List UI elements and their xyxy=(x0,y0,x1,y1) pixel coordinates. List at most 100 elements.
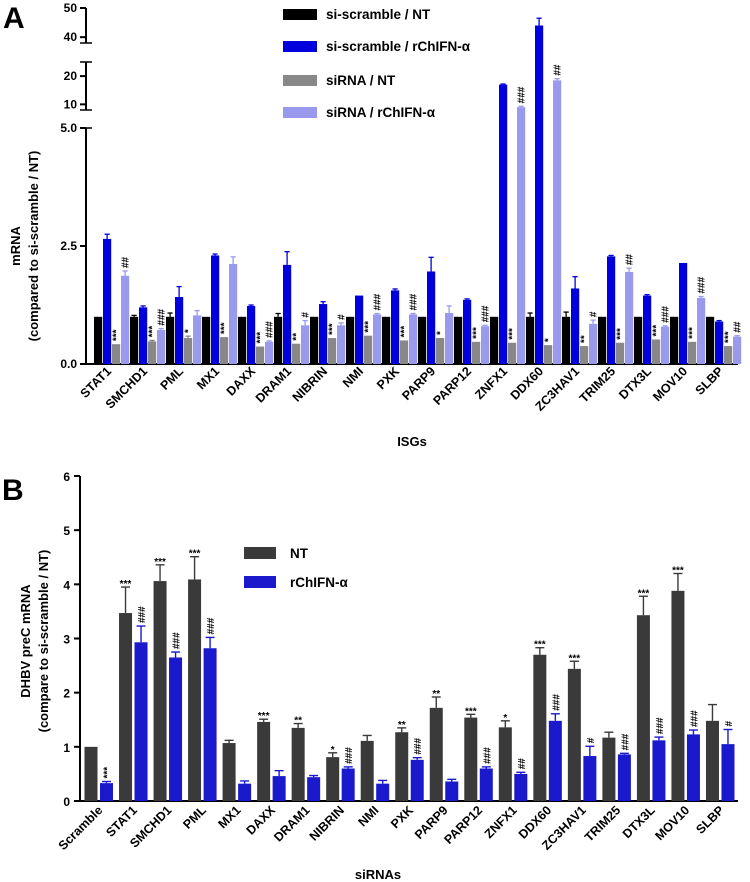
panel-b-bar xyxy=(188,579,202,801)
panel-b-bar xyxy=(429,707,443,801)
panel-b-bar xyxy=(548,720,562,801)
panel-a-significance-mark: ### xyxy=(409,293,420,310)
panel-b-significance-mark: ### xyxy=(655,717,666,734)
panel-b-bar xyxy=(134,642,148,801)
panel-a-significance-mark: *** xyxy=(256,332,267,344)
panel-b-y-tick-label: 4 xyxy=(63,578,70,592)
panel-a-legend-swatch xyxy=(283,9,317,20)
panel-a-bar xyxy=(202,316,211,364)
panel-a-bar xyxy=(670,316,679,364)
panel-b-significance-mark: ** xyxy=(398,720,406,731)
panel-a-bar xyxy=(319,304,328,364)
panel-a-bar xyxy=(652,339,661,364)
panel-a-category-label: DRAM1 xyxy=(253,364,294,405)
panel-a-bar xyxy=(382,316,391,364)
panel-b-category-label: MX1 xyxy=(215,803,243,831)
panel-a-y-label-2: (compared to si-scramble / NT) xyxy=(26,151,41,342)
panel-a-significance-mark: *** xyxy=(364,321,375,333)
panel-a-bar xyxy=(112,344,121,364)
panel-a-significance-mark: ### xyxy=(517,86,528,103)
panel-a-bar xyxy=(445,313,454,364)
panel-a-bar xyxy=(634,316,643,364)
panel-a-bar xyxy=(463,299,472,364)
panel-a-y-label: mRNA xyxy=(8,226,23,266)
panel-b-bar xyxy=(567,668,581,801)
panel-a-bar xyxy=(211,255,220,364)
panel-b-y-tick-label: 5 xyxy=(63,524,70,538)
panel-a-significance-mark: ## xyxy=(121,256,132,268)
panel-b-significance-mark: *** xyxy=(258,711,270,722)
panel-b-significance-mark: ### xyxy=(689,710,700,727)
panel-b-bar xyxy=(617,754,631,801)
panel-a-bar xyxy=(571,288,580,364)
panel-b-bar xyxy=(100,783,113,801)
panel-a-significance-mark: *** xyxy=(652,325,663,337)
panel-a-bar xyxy=(598,316,607,364)
panel-a-bar xyxy=(103,238,112,364)
panel-a-bar xyxy=(616,342,625,364)
panel-a-bar xyxy=(526,316,535,364)
panel-b-category-label: TRIM25 xyxy=(582,803,623,844)
panel-a-bar xyxy=(544,345,553,364)
panel-a-y-tick-label: 0.0 xyxy=(60,357,77,371)
panel-a-bar xyxy=(472,341,481,364)
panel-a-significance-mark: *** xyxy=(148,326,159,338)
panel-b-y-tick-label: 0 xyxy=(63,795,70,809)
panel-b-bar xyxy=(153,581,167,801)
panel-a-category-label: PML xyxy=(158,364,187,393)
panel-a-significance-mark: ### xyxy=(481,305,492,322)
panel-b-significance-mark: ### xyxy=(172,632,183,649)
panel-a-significance-mark: ### xyxy=(157,308,168,325)
panel-a-bar xyxy=(562,316,571,364)
panel-a-bar xyxy=(373,314,382,364)
panel-a-bar xyxy=(688,341,697,364)
panel-b-significance-mark: *** xyxy=(103,767,114,779)
panel-a-significance-mark: *** xyxy=(616,328,627,340)
panel-b-bar xyxy=(395,732,409,801)
panel-b-legend-label: rChIFN-α xyxy=(290,575,348,590)
panel-a-significance-mark: ### xyxy=(661,306,672,323)
panel-a-bar xyxy=(535,25,544,364)
panel-a-legend-swatch xyxy=(283,41,317,52)
panel-b-category-label: MOV10 xyxy=(652,803,692,843)
panel-b-y-tick-label: 2 xyxy=(63,687,70,701)
panel-b-significance-mark: ## xyxy=(517,758,528,770)
panel-b-significance-mark: ### xyxy=(413,738,424,755)
panel-a-bar xyxy=(724,346,733,364)
panel-a-bar xyxy=(175,296,184,364)
panel-a-category-label: SLBP xyxy=(693,364,726,397)
panel-b-category-label: SLBP xyxy=(693,803,726,836)
panel-b-significance-mark: *** xyxy=(120,579,132,590)
panel-a-x-label: ISGs xyxy=(397,434,427,449)
panel-b-category-label: PML xyxy=(180,803,209,832)
panel-b-significance-mark: *** xyxy=(465,706,477,717)
panel-b-x-label: siRNAs xyxy=(355,867,401,882)
panel-b-bar xyxy=(705,720,719,801)
panel-a-bar xyxy=(679,262,688,364)
panel-a-bar xyxy=(661,326,670,364)
panel-a-bar xyxy=(274,316,283,364)
panel-b-y-tick-label: 1 xyxy=(63,741,70,755)
panel-a-bar xyxy=(193,315,202,364)
panel-a-legend-label: si-scramble / rChIFN-α xyxy=(326,39,471,54)
panel-a-bar xyxy=(400,340,409,364)
panel-b-significance-mark: # xyxy=(724,721,735,727)
panel-b-category-label: DRAM1 xyxy=(271,803,312,844)
panel-a-bar xyxy=(130,316,139,364)
panel-a-bar xyxy=(94,316,103,364)
panel-a-bar xyxy=(508,342,517,364)
panel-a-bar xyxy=(607,256,616,364)
panel-a-bar xyxy=(247,305,256,364)
panel-b-category-label: PXK xyxy=(388,803,416,831)
panel-a-bar xyxy=(355,295,364,364)
panel-a-legend-label: siRNA / NT xyxy=(326,73,396,88)
panel-a-y-tick-label: 40 xyxy=(64,30,78,44)
panel-a-significance-mark: # xyxy=(337,314,348,320)
panel-b-significance-mark: *** xyxy=(638,588,650,599)
panel-a-bar xyxy=(427,271,436,364)
panel-a-bar xyxy=(580,346,589,364)
panel-a-significance-mark: * xyxy=(436,331,447,335)
panel-b-bar xyxy=(169,657,183,801)
panel-a-significance-mark: ## xyxy=(553,64,564,76)
